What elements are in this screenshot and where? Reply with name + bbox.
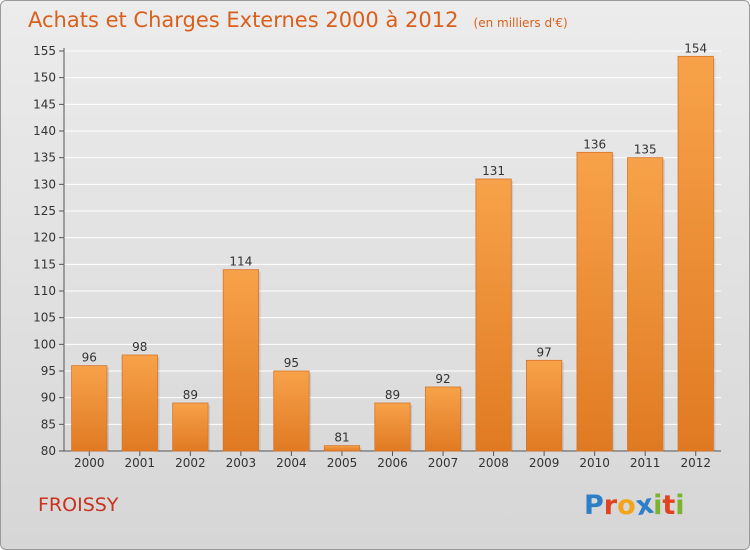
logo-letter: P — [584, 490, 604, 521]
x-tick-label-2005: 2005 — [327, 456, 358, 470]
x-tick-label-2009: 2009 — [529, 456, 560, 470]
value-label-2011: 135 — [634, 143, 657, 157]
bar-2007 — [424, 386, 462, 452]
x-tick-label-2003: 2003 — [226, 456, 257, 470]
bar-2012 — [677, 55, 714, 452]
value-label-2012: 154 — [684, 41, 707, 55]
chart-title: Achats et Charges Externes 2000 à 2012 — [28, 8, 459, 32]
y-tick-label: 100 — [33, 337, 56, 351]
y-tick-label: 130 — [33, 177, 56, 191]
bar-2010 — [576, 151, 613, 452]
y-tick-label: 90 — [41, 391, 56, 405]
value-label-2004: 95 — [284, 356, 299, 370]
value-label-2010: 136 — [583, 137, 606, 151]
value-label-2006: 89 — [385, 388, 400, 402]
labels: 96 98 89 114 95 81 89 92 131 97 136 135 154 — [82, 41, 708, 444]
x-tick-label-2004: 2004 — [276, 456, 307, 470]
y-tick-label: 105 — [33, 311, 56, 325]
y-tick-label: 145 — [33, 97, 56, 111]
x-tick-label-2007: 2007 — [428, 456, 459, 470]
y-tick-label: 140 — [33, 124, 56, 138]
title-block: Achats et Charges Externes 2000 à 2012 (… — [28, 8, 568, 32]
x-tick-label-2012: 2012 — [680, 456, 711, 470]
bar-2004 — [273, 370, 310, 452]
y-tick-label: 115 — [33, 257, 56, 271]
chart-unit: (en milliers d'€) — [473, 16, 568, 30]
y-tick-label: 80 — [41, 444, 56, 458]
x-tick-label-2010: 2010 — [579, 456, 610, 470]
y-tick-label: 125 — [33, 204, 56, 218]
bar-2011 — [627, 157, 664, 452]
value-label-2009: 97 — [536, 345, 551, 359]
bar-2006 — [374, 402, 411, 452]
value-label-2001: 98 — [132, 340, 147, 354]
value-label-2000: 96 — [82, 351, 97, 365]
value-label-2007: 92 — [435, 372, 450, 386]
y-tick-label: 85 — [41, 417, 56, 431]
bar-2001 — [121, 354, 158, 452]
x-tick-label-2008: 2008 — [478, 456, 509, 470]
x-tick-label-2001: 2001 — [125, 456, 156, 470]
x-tick-label-2002: 2002 — [175, 456, 206, 470]
bar-2005 — [323, 445, 361, 452]
logo-letter: i — [675, 490, 685, 521]
bar-2008 — [475, 178, 512, 452]
bar-2002 — [172, 402, 209, 452]
y-tick-label: 120 — [33, 231, 56, 245]
x-tick-label-2006: 2006 — [377, 456, 408, 470]
bar-2009 — [526, 359, 563, 452]
value-label-2003: 114 — [229, 255, 252, 269]
y-tick-label: 135 — [33, 151, 56, 165]
x-tick-label-2000: 2000 — [74, 456, 105, 470]
proxiti-logo[interactable]: Proxiti — [584, 489, 685, 523]
logo-letter: i — [653, 490, 663, 521]
logo-letter: o — [617, 490, 636, 521]
bars — [71, 55, 716, 452]
value-label-2002: 89 — [183, 388, 198, 402]
y-tick-label: 150 — [33, 71, 56, 85]
axes: 80 85 90 95 100 105 110 115 120 125 130 135 140 145 15… — [33, 44, 721, 470]
y-tick-label: 155 — [33, 44, 56, 58]
y-tick-label: 95 — [41, 364, 56, 378]
bar-2003 — [222, 269, 259, 452]
value-label-2005: 81 — [334, 431, 349, 445]
logo-letter: t — [662, 490, 676, 521]
y-tick-label: 110 — [33, 284, 56, 298]
logo-letter: r — [603, 490, 618, 521]
bar-2000 — [71, 365, 108, 452]
x-tick-label-2011: 2011 — [630, 456, 661, 470]
value-label-2008: 131 — [482, 164, 505, 178]
commune-name: FROISSY — [38, 494, 119, 516]
